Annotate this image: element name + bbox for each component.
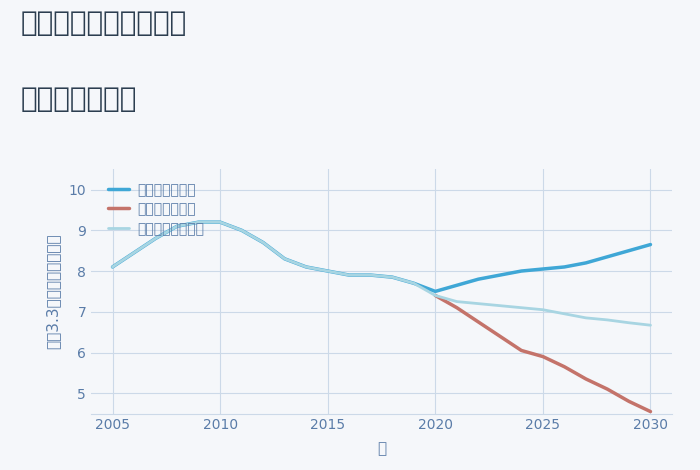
ノーマルシナリオ bbox=[173, 223, 181, 229]
ノーマルシナリオ bbox=[323, 268, 332, 274]
グッドシナリオ bbox=[151, 235, 160, 241]
ノーマルシナリオ bbox=[453, 299, 461, 305]
ノーマルシナリオ bbox=[539, 307, 547, 313]
ノーマルシナリオ bbox=[646, 322, 654, 328]
ノーマルシナリオ bbox=[216, 219, 224, 225]
バッドシナリオ bbox=[496, 333, 504, 339]
ノーマルシナリオ bbox=[410, 281, 418, 286]
ノーマルシナリオ bbox=[151, 235, 160, 241]
Text: 土地の価格推移: 土地の価格推移 bbox=[21, 85, 137, 113]
グッドシナリオ bbox=[410, 281, 418, 286]
グッドシナリオ bbox=[237, 227, 246, 233]
Y-axis label: 坪（3.3㎡）単価（万円）: 坪（3.3㎡）単価（万円） bbox=[46, 234, 60, 349]
グッドシナリオ bbox=[625, 248, 634, 253]
Line: バッドシナリオ: バッドシナリオ bbox=[435, 296, 650, 412]
グッドシナリオ bbox=[474, 276, 482, 282]
Line: ノーマルシナリオ: ノーマルシナリオ bbox=[113, 222, 650, 325]
Line: グッドシナリオ: グッドシナリオ bbox=[113, 222, 650, 291]
ノーマルシナリオ bbox=[496, 303, 504, 308]
Legend: グッドシナリオ, バッドシナリオ, ノーマルシナリオ: グッドシナリオ, バッドシナリオ, ノーマルシナリオ bbox=[104, 179, 209, 240]
グッドシナリオ bbox=[496, 272, 504, 278]
ノーマルシナリオ bbox=[431, 293, 440, 298]
グッドシナリオ bbox=[517, 268, 526, 274]
グッドシナリオ bbox=[603, 254, 612, 259]
グッドシナリオ bbox=[431, 289, 440, 294]
グッドシナリオ bbox=[259, 240, 267, 245]
グッドシナリオ bbox=[173, 223, 181, 229]
ノーマルシナリオ bbox=[603, 317, 612, 323]
グッドシナリオ bbox=[367, 272, 375, 278]
バッドシナリオ bbox=[603, 386, 612, 392]
ノーマルシナリオ bbox=[259, 240, 267, 245]
グッドシナリオ bbox=[646, 242, 654, 247]
ノーマルシナリオ bbox=[625, 320, 634, 326]
グッドシナリオ bbox=[216, 219, 224, 225]
バッドシナリオ bbox=[582, 376, 590, 382]
ノーマルシナリオ bbox=[345, 272, 354, 278]
グッドシナリオ bbox=[539, 266, 547, 272]
バッドシナリオ bbox=[560, 364, 568, 369]
グッドシナリオ bbox=[108, 264, 117, 270]
グッドシナリオ bbox=[582, 260, 590, 266]
グッドシナリオ bbox=[388, 274, 396, 280]
グッドシナリオ bbox=[195, 219, 203, 225]
バッドシナリオ bbox=[431, 293, 440, 298]
ノーマルシナリオ bbox=[560, 311, 568, 317]
ノーマルシナリオ bbox=[367, 272, 375, 278]
グッドシナリオ bbox=[281, 256, 289, 262]
バッドシナリオ bbox=[474, 319, 482, 325]
グッドシナリオ bbox=[560, 264, 568, 270]
バッドシナリオ bbox=[453, 305, 461, 311]
グッドシナリオ bbox=[323, 268, 332, 274]
X-axis label: 年: 年 bbox=[377, 441, 386, 456]
ノーマルシナリオ bbox=[474, 301, 482, 306]
ノーマルシナリオ bbox=[582, 315, 590, 321]
ノーマルシナリオ bbox=[302, 264, 310, 270]
ノーマルシナリオ bbox=[281, 256, 289, 262]
グッドシナリオ bbox=[453, 282, 461, 288]
グッドシナリオ bbox=[345, 272, 354, 278]
ノーマルシナリオ bbox=[237, 227, 246, 233]
グッドシナリオ bbox=[302, 264, 310, 270]
ノーマルシナリオ bbox=[388, 274, 396, 280]
Text: 三重県鈴鹿市岸田町の: 三重県鈴鹿市岸田町の bbox=[21, 9, 188, 38]
バッドシナリオ bbox=[625, 399, 634, 404]
ノーマルシナリオ bbox=[108, 264, 117, 270]
バッドシナリオ bbox=[646, 409, 654, 415]
ノーマルシナリオ bbox=[517, 305, 526, 311]
バッドシナリオ bbox=[539, 354, 547, 360]
ノーマルシナリオ bbox=[195, 219, 203, 225]
バッドシナリオ bbox=[517, 348, 526, 353]
